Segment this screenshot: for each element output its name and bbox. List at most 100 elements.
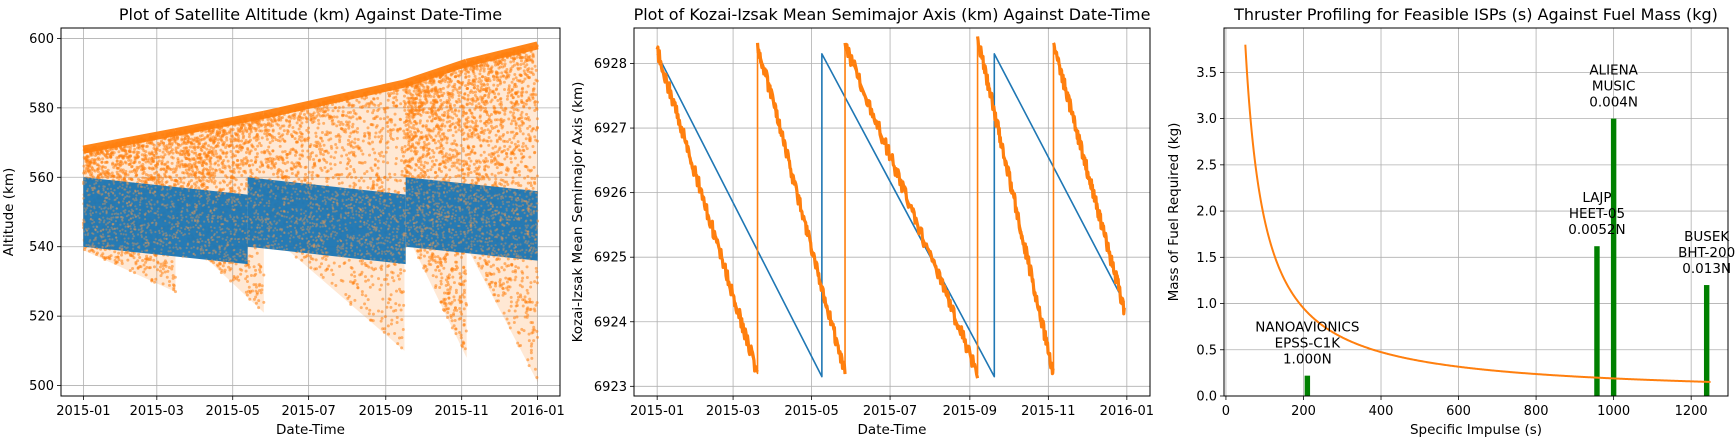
altitude-point: [262, 170, 266, 174]
altitude-point: [162, 155, 166, 159]
x-tick-label: 2015-01: [56, 404, 110, 419]
altitude-point: [315, 114, 319, 118]
altitude-point: [325, 267, 329, 271]
altitude-point: [128, 170, 132, 174]
altitude-point: [265, 137, 269, 141]
y-tick-label: 500: [29, 379, 54, 394]
altitude-point: [184, 168, 188, 172]
altitude-point: [308, 103, 312, 107]
altitude-point: [207, 129, 211, 133]
altitude-point: [244, 269, 248, 273]
altitude-point: [413, 130, 417, 134]
altitude-point: [254, 283, 258, 287]
altitude-point: [195, 137, 199, 141]
altitude-point: [109, 146, 113, 150]
altitude-point: [421, 155, 425, 159]
altitude-point: [314, 134, 318, 138]
altitude-point: [140, 153, 144, 157]
altitude-point: [208, 168, 212, 172]
altitude-point: [140, 165, 144, 169]
altitude-point: [359, 149, 363, 153]
altitude-point: [178, 132, 182, 136]
altitude-point: [187, 168, 191, 172]
altitude-point: [429, 263, 433, 267]
altitude-point: [244, 182, 248, 186]
altitude-point: [372, 97, 376, 101]
altitude-point: [428, 134, 432, 138]
altitude-point: [428, 156, 432, 160]
altitude-point: [166, 269, 170, 273]
altitude-point: [188, 145, 192, 149]
altitude-point: [197, 170, 201, 174]
altitude-point: [204, 161, 208, 165]
altitude-point: [434, 158, 438, 162]
x-tick-label: 2015-07: [281, 404, 335, 419]
altitude-point: [194, 184, 198, 188]
altitude-point: [307, 136, 311, 140]
altitude-point: [450, 319, 454, 323]
altitude-point: [317, 122, 321, 126]
altitude-point: [171, 156, 175, 160]
altitude-point: [345, 95, 349, 99]
altitude-point: [184, 162, 188, 166]
altitude-point: [395, 128, 399, 132]
altitude-point: [167, 138, 171, 142]
altitude-point: [221, 121, 225, 125]
altitude-point: [240, 139, 244, 143]
altitude-point: [282, 129, 286, 133]
altitude-point: [143, 154, 147, 158]
altitude-point: [120, 259, 124, 263]
altitude-point: [316, 110, 320, 114]
altitude-point: [249, 130, 253, 134]
altitude-point: [231, 189, 235, 193]
altitude-point: [449, 80, 453, 84]
altitude-point: [106, 156, 110, 160]
altitude-point: [316, 105, 320, 109]
altitude-point: [375, 124, 379, 128]
altitude-point: [113, 250, 117, 254]
altitude-point: [239, 158, 243, 162]
altitude-point: [156, 163, 160, 167]
altitude-point: [259, 265, 263, 269]
altitude-point: [210, 150, 214, 154]
altitude-point: [161, 267, 165, 271]
altitude-point: [214, 145, 218, 149]
altitude-point: [332, 261, 336, 265]
altitude-point: [395, 136, 399, 140]
altitude-point: [238, 123, 242, 127]
altitude-point: [180, 137, 184, 141]
altitude-point: [271, 139, 275, 143]
altitude-point: [463, 92, 467, 96]
altitude-point: [131, 266, 135, 270]
altitude-point: [190, 184, 194, 188]
altitude-point: [141, 258, 145, 262]
altitude-point: [214, 152, 218, 156]
altitude-point: [98, 152, 102, 156]
altitude-point: [190, 164, 194, 168]
altitude-point: [309, 266, 313, 270]
altitude-point: [345, 123, 349, 127]
altitude-point: [286, 129, 290, 133]
altitude-point: [181, 149, 185, 153]
altitude-point: [168, 151, 172, 155]
altitude-point: [386, 178, 390, 182]
altitude-point: [294, 150, 298, 154]
altitude-point: [310, 173, 314, 177]
altitude-point: [174, 178, 178, 182]
altitude-point: [381, 88, 385, 92]
altitude-point: [218, 168, 222, 172]
altitude-point: [446, 116, 450, 120]
altitude-point: [300, 179, 304, 183]
altitude-point: [239, 126, 243, 130]
altitude-point: [453, 112, 457, 116]
altitude-point: [95, 152, 99, 156]
altitude-point: [379, 283, 383, 287]
altitude-point: [439, 118, 443, 122]
altitude-point: [400, 148, 404, 152]
altitude-point: [197, 186, 201, 190]
altitude-point: [334, 283, 338, 287]
altitude-point: [176, 182, 180, 186]
altitude-point: [137, 160, 141, 164]
altitude-point: [216, 163, 220, 167]
altitude-point: [91, 161, 95, 165]
